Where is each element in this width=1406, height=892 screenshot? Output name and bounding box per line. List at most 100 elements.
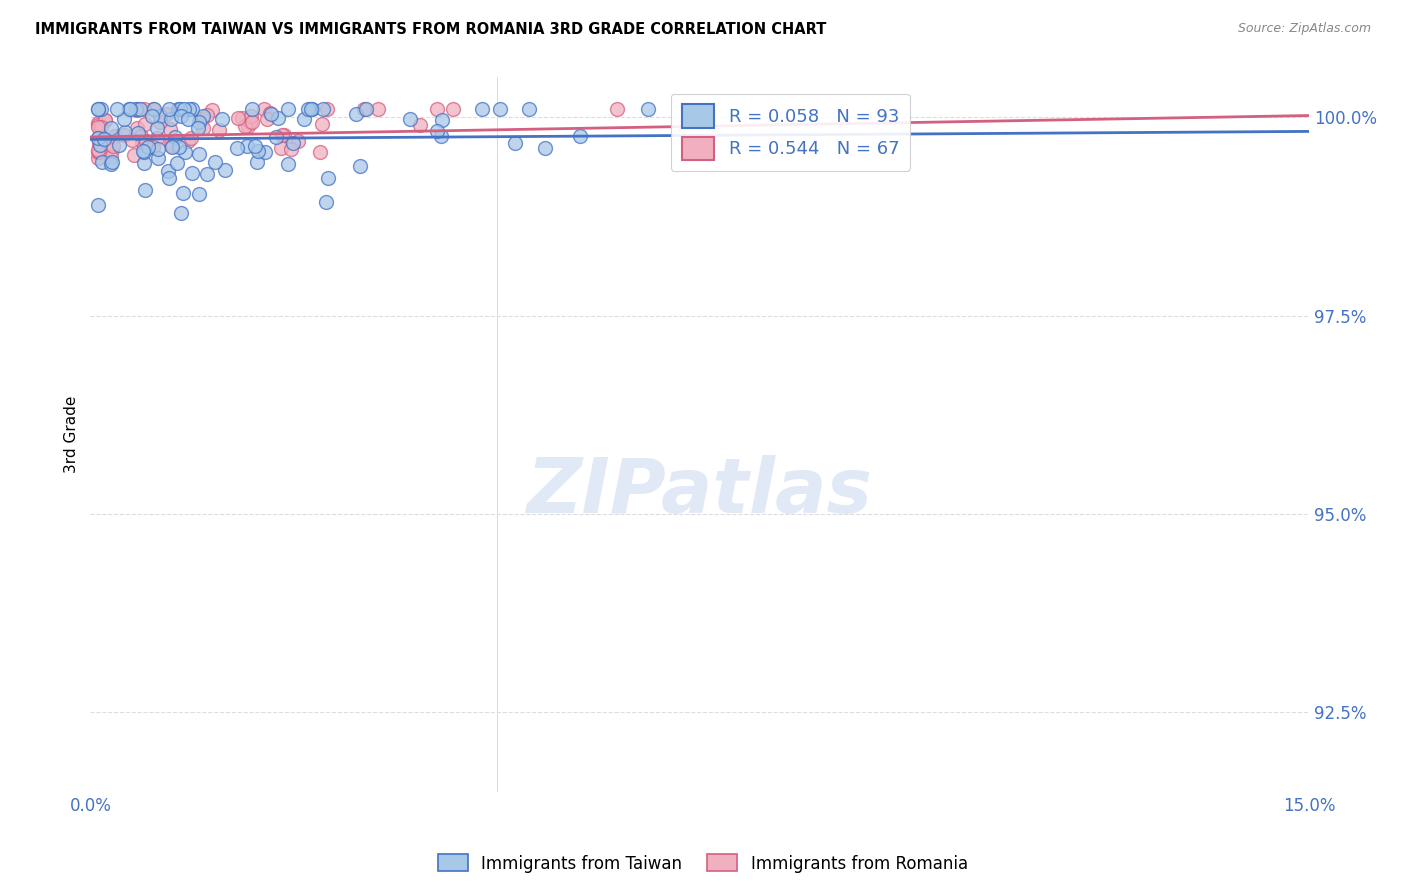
Point <box>173 102 195 116</box>
Point <box>430 112 453 127</box>
Point <box>157 163 180 178</box>
Point <box>163 130 186 145</box>
Point <box>187 147 209 161</box>
Point <box>354 103 377 117</box>
Point <box>159 122 181 136</box>
Point <box>93 132 115 146</box>
Point <box>318 170 340 185</box>
Legend: R = 0.058   N = 93, R = 0.544   N = 67: R = 0.058 N = 93, R = 0.544 N = 67 <box>671 94 910 170</box>
Point <box>226 111 249 125</box>
Point <box>180 131 202 145</box>
Point <box>214 162 236 177</box>
Point <box>353 102 375 116</box>
Point <box>240 115 263 129</box>
Point <box>188 115 211 129</box>
Point <box>105 102 128 116</box>
Point <box>149 109 172 123</box>
Point <box>441 102 464 116</box>
Point <box>247 145 270 159</box>
Point <box>517 102 540 116</box>
Point <box>134 145 156 159</box>
Point <box>204 155 226 169</box>
Point <box>367 102 389 116</box>
Point <box>233 120 256 134</box>
Point <box>181 102 204 116</box>
Point <box>426 102 449 116</box>
Point <box>117 102 139 116</box>
Point <box>90 120 112 134</box>
Point <box>169 102 191 116</box>
Point <box>89 137 111 152</box>
Point <box>312 102 335 116</box>
Point <box>398 112 420 127</box>
Point <box>135 134 157 148</box>
Point <box>142 102 165 116</box>
Point <box>187 120 209 135</box>
Point <box>118 102 141 116</box>
Point <box>201 103 224 118</box>
Point <box>277 157 299 171</box>
Point <box>569 129 592 144</box>
Text: Source: ZipAtlas.com: Source: ZipAtlas.com <box>1237 22 1371 36</box>
Point <box>208 122 231 136</box>
Point <box>100 157 122 171</box>
Point <box>136 140 159 154</box>
Point <box>287 134 309 148</box>
Point <box>160 138 183 153</box>
Point <box>93 132 115 146</box>
Point <box>87 116 110 130</box>
Point <box>311 117 333 131</box>
Point <box>134 117 156 131</box>
Point <box>112 112 135 126</box>
Point <box>134 102 156 116</box>
Point <box>176 112 198 126</box>
Point <box>471 102 494 116</box>
Point <box>134 156 156 170</box>
Point <box>294 112 316 127</box>
Point <box>259 106 281 120</box>
Point <box>301 102 323 116</box>
Point <box>90 102 112 116</box>
Point <box>264 129 287 144</box>
Point <box>108 137 131 152</box>
Point <box>94 112 117 127</box>
Point <box>606 102 628 116</box>
Point <box>90 155 112 169</box>
Point <box>101 144 124 158</box>
Point <box>193 109 215 123</box>
Point <box>131 145 153 159</box>
Text: ZIPatlas: ZIPatlas <box>527 455 873 529</box>
Point <box>167 102 190 116</box>
Point <box>87 143 110 157</box>
Point <box>94 113 117 128</box>
Point <box>134 183 156 197</box>
Point <box>211 112 233 126</box>
Point <box>146 142 169 156</box>
Point <box>127 102 149 116</box>
Point <box>408 118 430 132</box>
Point <box>87 198 110 212</box>
Point <box>87 131 110 145</box>
Point <box>87 130 110 145</box>
Point <box>273 128 295 142</box>
Point <box>160 137 183 152</box>
Point <box>243 139 266 153</box>
Point <box>260 107 283 121</box>
Point <box>122 148 145 162</box>
Point <box>131 135 153 149</box>
Point <box>129 128 152 143</box>
Point <box>534 141 557 155</box>
Legend: Immigrants from Taiwan, Immigrants from Romania: Immigrants from Taiwan, Immigrants from … <box>432 847 974 880</box>
Point <box>299 102 322 116</box>
Point <box>240 109 263 123</box>
Point <box>129 102 152 116</box>
Y-axis label: 3rd Grade: 3rd Grade <box>65 396 79 474</box>
Point <box>172 186 194 200</box>
Point <box>191 112 214 126</box>
Point <box>240 102 263 116</box>
Point <box>426 124 449 138</box>
Point <box>103 129 125 144</box>
Point <box>157 170 180 185</box>
Point <box>141 109 163 123</box>
Point <box>143 102 166 116</box>
